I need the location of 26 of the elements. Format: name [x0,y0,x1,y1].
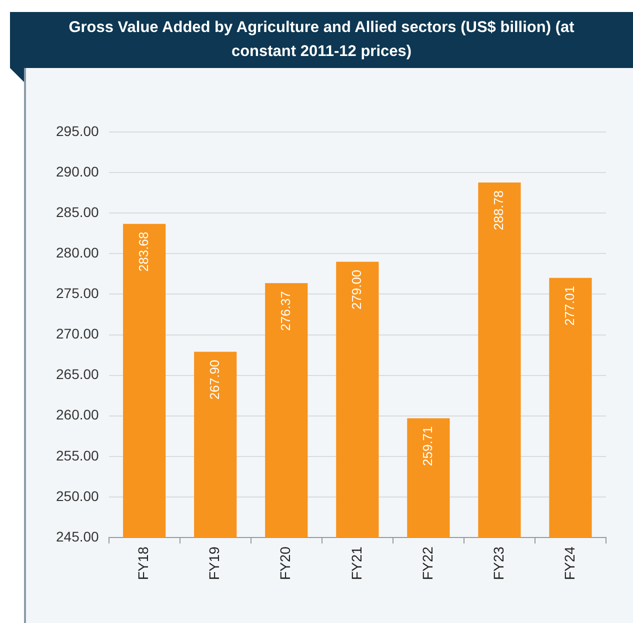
y-tick-label: 260.00 [56,406,100,423]
x-tick-label: FY20 [277,546,294,580]
data-label: 259.71 [420,426,436,466]
y-tick-label: 245.00 [56,528,100,544]
data-label: 267.90 [206,360,222,400]
x-tick-label: FY18 [135,546,152,580]
x-tick-label: FY24 [561,546,578,580]
y-tick-label: 255.00 [56,447,100,464]
data-label: 279.00 [348,270,364,310]
y-tick-label: 250.00 [56,488,100,504]
y-tick-label: 280.00 [56,244,100,261]
chart-title: Gross Value Added by Agriculture and Allied sectors (US$ billion) (at constant 2011-12 prices) [10,12,633,68]
y-tick-label: 285.00 [56,204,100,220]
x-tick-label: FY19 [206,546,222,580]
x-tick-label: FY23 [490,546,506,580]
y-tick-label: 295.00 [56,122,100,139]
y-tick-label: 265.00 [56,366,100,382]
y-tick-label: 275.00 [56,285,100,302]
y-tick-label: 270.00 [56,326,100,342]
data-label: 283.68 [136,232,151,272]
x-tick-label: FY21 [348,546,364,580]
x-tick-label: FY22 [419,546,436,580]
y-tick-label: 290.00 [56,163,100,180]
data-label: 277.01 [562,286,578,326]
data-label: 276.37 [278,291,293,331]
data-label: 288.78 [491,190,506,230]
